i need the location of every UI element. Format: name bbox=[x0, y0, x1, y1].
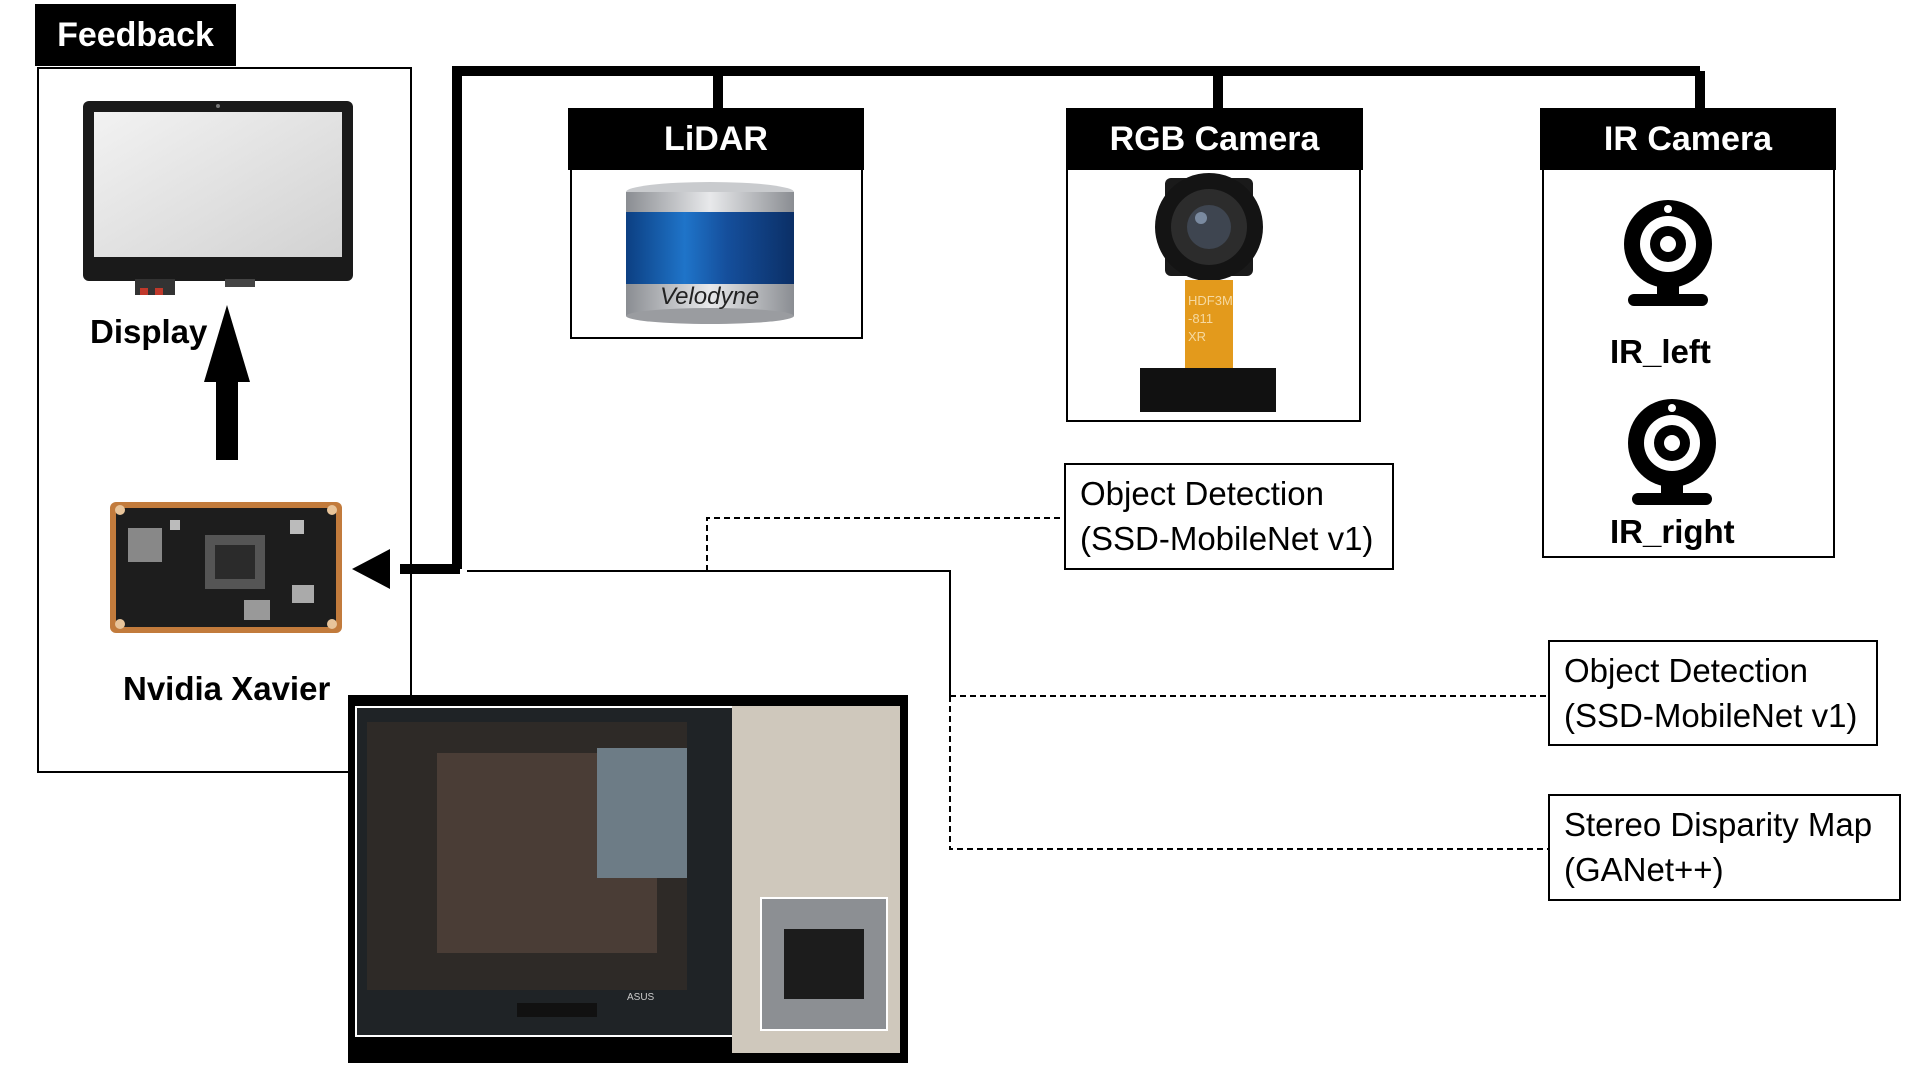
xavier-label: Nvidia Xavier bbox=[123, 670, 331, 707]
stereo-box: Stereo Disparity Map (GANet++) bbox=[1548, 794, 1901, 901]
display-image bbox=[83, 101, 353, 295]
ir-right-label: IR_right bbox=[1610, 513, 1735, 550]
ir-detection-line1: Object Detection bbox=[1564, 652, 1808, 689]
lidar-panel bbox=[570, 162, 863, 339]
field-setup-photo: ASUS bbox=[348, 695, 908, 1063]
ir-detection-line2: (SSD-MobileNet v1) bbox=[1564, 697, 1858, 734]
output-connectors bbox=[467, 517, 1548, 850]
xavier-board bbox=[110, 502, 342, 633]
rgb-detection-box: Object Detection (SSD-MobileNet v1) bbox=[1064, 463, 1394, 570]
display-arrow bbox=[204, 305, 250, 460]
lidar-brand: Velodyne bbox=[660, 283, 760, 310]
ir-left-label: IR_left bbox=[1610, 333, 1711, 370]
feedback-header: Feedback bbox=[35, 4, 236, 66]
stereo-line2: (GANet++) bbox=[1564, 851, 1724, 888]
ir-left-icon bbox=[1624, 200, 1712, 306]
rgb-header: RGB Camera bbox=[1066, 108, 1363, 170]
ir-header: IR Camera bbox=[1540, 108, 1836, 170]
sensor-bus bbox=[452, 66, 1705, 569]
stereo-line1: Stereo Disparity Map bbox=[1564, 806, 1873, 843]
rgb-detection-line2: (SSD-MobileNet v1) bbox=[1080, 520, 1374, 557]
rgb-module-text: HDF3M -811 XR bbox=[1188, 293, 1233, 344]
lidar-image bbox=[626, 182, 794, 324]
monitor-brand: ASUS bbox=[627, 992, 655, 1003]
photo-monitor-scene: ASUS bbox=[355, 706, 734, 1037]
ir-right-icon bbox=[1628, 399, 1716, 505]
feedback-panel bbox=[37, 67, 412, 773]
display-label: Display bbox=[90, 313, 208, 350]
lidar-header: LiDAR bbox=[568, 108, 864, 170]
rgb-detection-line1: Object Detection bbox=[1080, 475, 1324, 512]
ir-detection-box: Object Detection (SSD-MobileNet v1) bbox=[1548, 640, 1878, 746]
photo-inset-xavier bbox=[760, 897, 888, 1031]
rgb-camera-image bbox=[1140, 173, 1276, 412]
